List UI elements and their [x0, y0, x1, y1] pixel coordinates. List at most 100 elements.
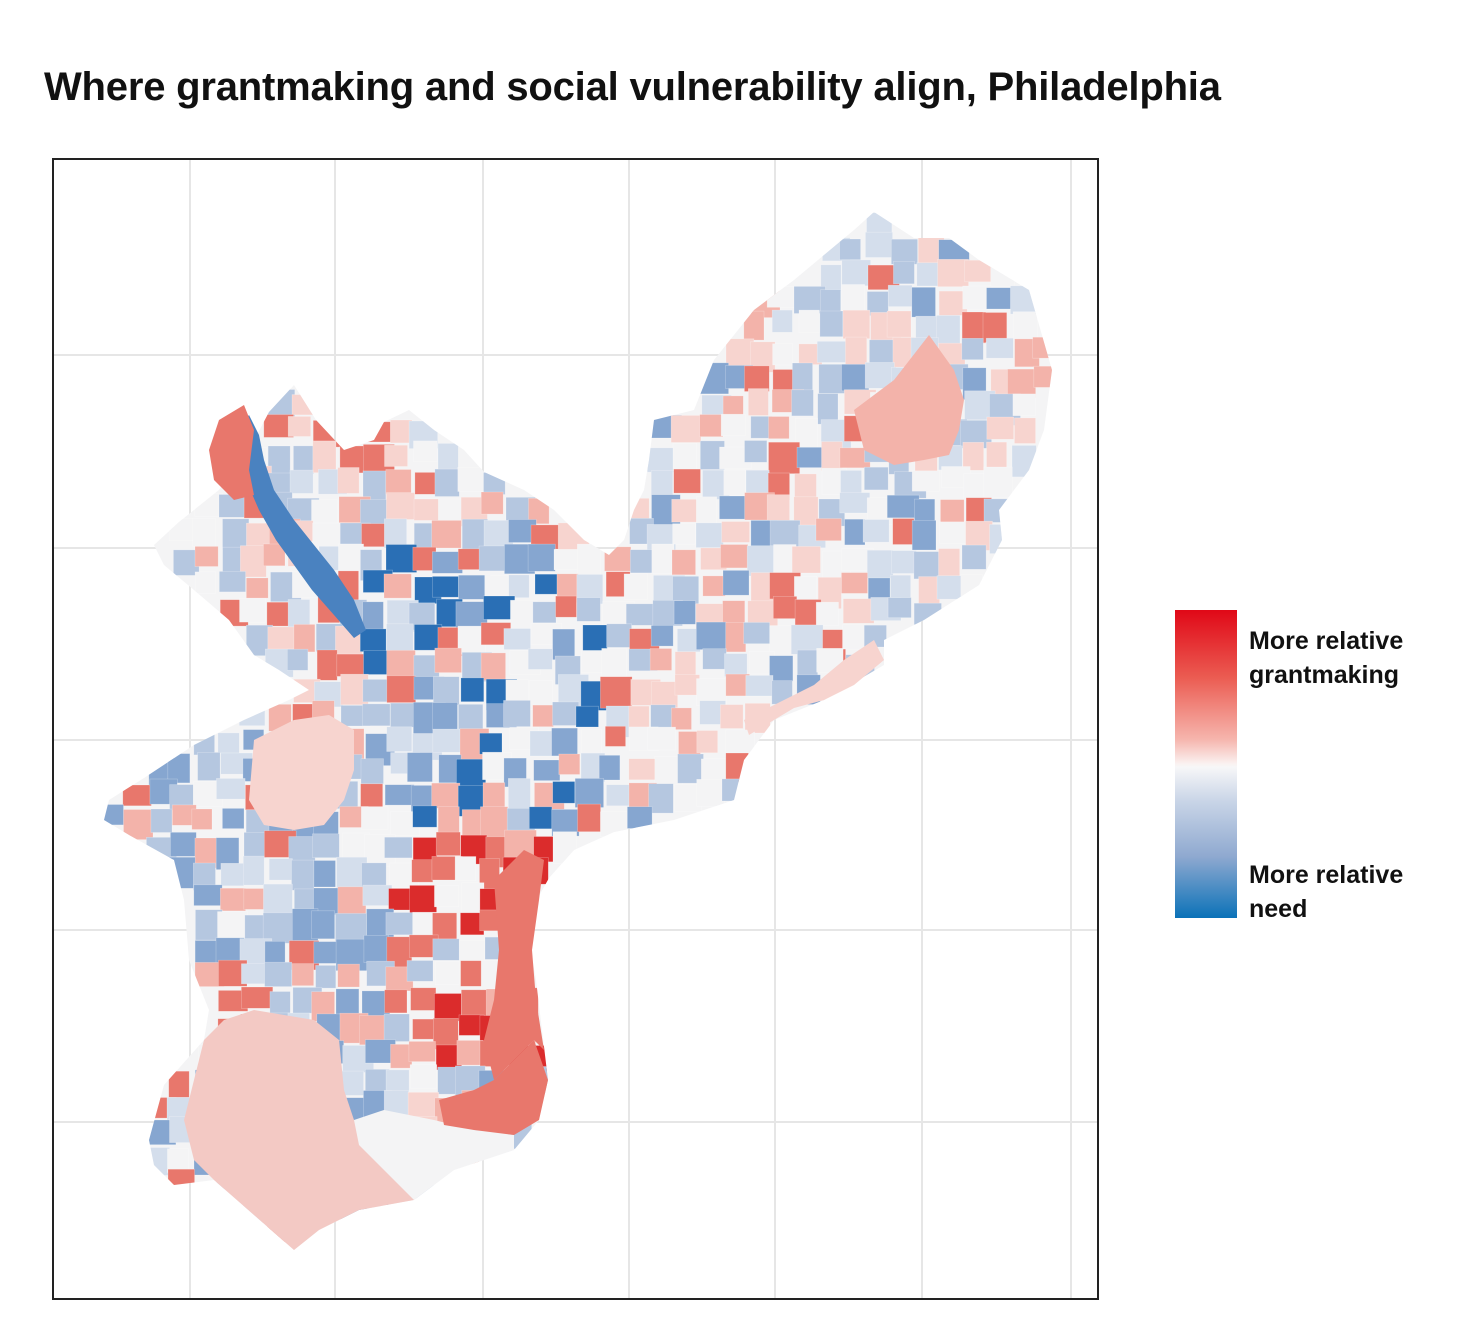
tract-cell[interactable] — [702, 575, 726, 597]
tract-cell[interactable] — [552, 781, 576, 804]
tract-cell[interactable] — [796, 446, 826, 468]
tract-cell[interactable] — [628, 758, 657, 781]
tract-cell[interactable] — [287, 599, 311, 628]
tract-cell[interactable] — [698, 362, 729, 395]
tract-cell[interactable] — [913, 551, 944, 580]
tract-cell[interactable] — [648, 783, 674, 814]
tract-cell[interactable] — [434, 961, 460, 985]
tract-cell[interactable] — [507, 778, 531, 811]
tract-cell[interactable] — [673, 468, 701, 494]
tract-cell[interactable] — [457, 625, 486, 655]
tract-cell[interactable] — [793, 286, 826, 314]
tract-cell[interactable] — [457, 466, 487, 492]
tract-cell[interactable] — [461, 518, 489, 551]
tract-cell[interactable] — [745, 675, 774, 697]
tract-cell[interactable] — [722, 570, 750, 596]
tract-cell[interactable] — [962, 441, 985, 471]
tract-cell[interactable] — [626, 806, 653, 829]
tract-cell[interactable] — [576, 597, 601, 622]
tract-cell[interactable] — [913, 602, 942, 626]
tract-cell[interactable] — [460, 960, 486, 987]
tract-cell[interactable] — [768, 441, 801, 475]
tract-cell[interactable] — [841, 284, 865, 311]
tract-cell[interactable] — [167, 753, 191, 784]
tract-cell[interactable] — [815, 601, 839, 626]
tract-cell[interactable] — [771, 309, 793, 333]
tract-cell[interactable] — [551, 809, 580, 837]
tract-cell[interactable] — [385, 469, 412, 495]
tract-cell[interactable] — [936, 575, 963, 600]
tract-cell[interactable] — [480, 652, 506, 681]
tract-cell[interactable] — [599, 676, 633, 709]
tract-cell[interactable] — [672, 523, 696, 545]
tract-cell[interactable] — [598, 754, 621, 781]
tract-cell[interactable] — [459, 940, 486, 962]
tract-cell[interactable] — [269, 991, 291, 1014]
tract-cell[interactable] — [409, 1064, 438, 1089]
tract-cell[interactable] — [555, 595, 577, 618]
tract-cell[interactable] — [363, 934, 389, 963]
tract-cell[interactable] — [842, 309, 871, 339]
tract-cell[interactable] — [313, 941, 338, 964]
tract-cell[interactable] — [939, 521, 967, 544]
tract-cell[interactable] — [720, 413, 746, 437]
tract-cell[interactable] — [362, 884, 393, 906]
tract-cell[interactable] — [552, 831, 578, 864]
tract-cell[interactable] — [504, 829, 537, 858]
tract-cell[interactable] — [287, 648, 309, 671]
tract-cell[interactable] — [552, 701, 580, 726]
tract-cell[interactable] — [359, 628, 387, 652]
tract-cell[interactable] — [386, 675, 416, 703]
tract-cell[interactable] — [220, 887, 246, 912]
tract-cell[interactable] — [503, 700, 531, 727]
tract-cell[interactable] — [217, 732, 240, 754]
tract-cell[interactable] — [887, 284, 913, 307]
tract-cell[interactable] — [865, 231, 893, 258]
tract-cell[interactable] — [264, 961, 293, 987]
tract-cell[interactable] — [841, 364, 870, 392]
tract-cell[interactable] — [193, 884, 223, 906]
tract-cell[interactable] — [365, 421, 393, 443]
tract-cell[interactable] — [863, 466, 889, 491]
tract-cell[interactable] — [527, 543, 556, 572]
tract-cell[interactable] — [600, 811, 628, 837]
tract-cell[interactable] — [671, 549, 696, 576]
tract-cell[interactable] — [431, 782, 461, 809]
tract-cell[interactable] — [197, 752, 221, 781]
tract-cell[interactable] — [990, 262, 1016, 288]
tract-cell[interactable] — [983, 498, 1015, 523]
tract-cell[interactable] — [892, 518, 915, 545]
tract-cell[interactable] — [406, 752, 433, 783]
tract-cell[interactable] — [263, 883, 293, 916]
tract-cell[interactable] — [938, 548, 961, 578]
tract-cell[interactable] — [386, 649, 416, 680]
tract-cell[interactable] — [646, 447, 674, 473]
tract-cell[interactable] — [194, 571, 217, 594]
tract-cell[interactable] — [527, 648, 553, 670]
tract-cell[interactable] — [862, 519, 890, 543]
tract-cell[interactable] — [606, 623, 632, 648]
tract-cell[interactable] — [887, 597, 912, 619]
tract-cell[interactable] — [508, 574, 530, 598]
tract-cell[interactable] — [1012, 311, 1038, 341]
tract-cell[interactable] — [551, 727, 578, 757]
tract-cell[interactable] — [338, 543, 364, 571]
tract-cell[interactable] — [719, 495, 748, 520]
tract-cell[interactable] — [720, 544, 749, 569]
tract-cell[interactable] — [937, 259, 969, 288]
tract-cell[interactable] — [1012, 393, 1036, 416]
tract-cell[interactable] — [936, 315, 961, 346]
tract-cell[interactable] — [386, 726, 413, 752]
tract-cell[interactable] — [534, 573, 558, 595]
tract-cell[interactable] — [961, 338, 984, 361]
tract-cell[interactable] — [362, 703, 391, 727]
tract-cell[interactable] — [891, 550, 917, 574]
tract-cell[interactable] — [725, 622, 747, 653]
tract-cell[interactable] — [532, 704, 554, 727]
tract-cell[interactable] — [243, 832, 267, 859]
tract-cell[interactable] — [839, 492, 871, 514]
tract-cell[interactable] — [725, 338, 755, 367]
tract-cell[interactable] — [819, 310, 844, 338]
tract-cell[interactable] — [558, 753, 581, 775]
choropleth-map[interactable] — [54, 160, 1097, 1298]
